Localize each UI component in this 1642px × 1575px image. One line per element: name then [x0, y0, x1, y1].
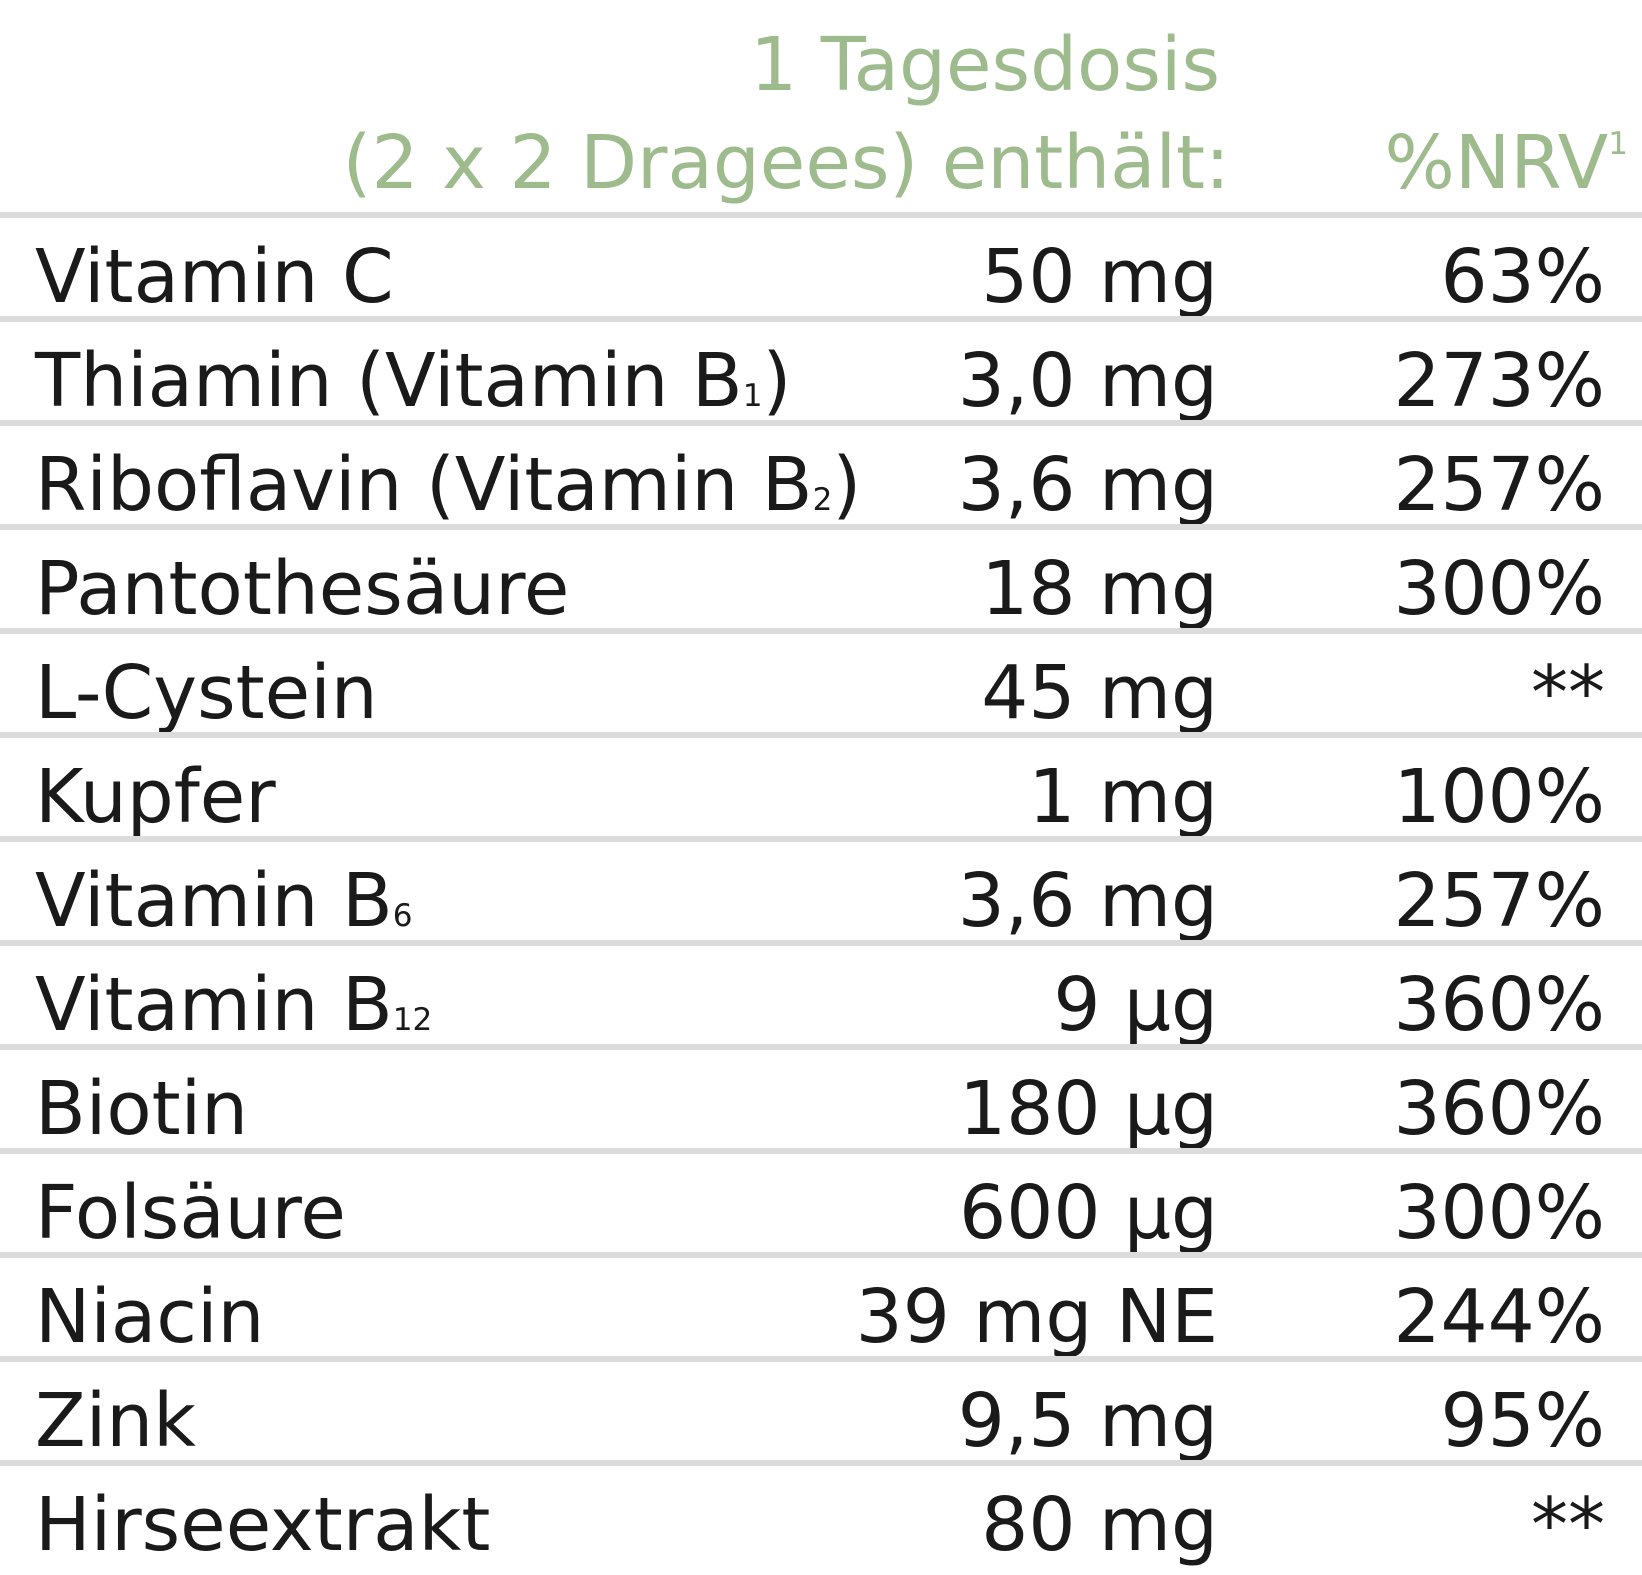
amount: 9,5 mg [957, 1378, 1218, 1464]
name-subscript: 1 [742, 378, 763, 414]
nutrient-name: Thiamin (Vitamin B1) [35, 344, 791, 418]
row-rule [0, 732, 1642, 738]
row-rule [0, 1148, 1642, 1154]
row-rule [0, 1460, 1642, 1466]
amount: 45 mg [981, 650, 1218, 736]
header-amount-line2: (2 x 2 Dragees) enthält: [342, 120, 1230, 206]
amount: 3,6 mg [957, 442, 1218, 528]
name-text: Folsäure [35, 1170, 346, 1256]
amount: 180 µg [959, 1066, 1218, 1152]
name-text: Kupfer [35, 754, 276, 840]
nrv: 100% [1393, 754, 1605, 840]
header-amount-line1: 1 Tagesdosis [750, 22, 1220, 108]
nrv: 63% [1440, 234, 1605, 320]
header-rule [0, 212, 1642, 218]
nutrient-name: Hirseextrakt [35, 1488, 490, 1562]
name-text: Pantothesäure [35, 546, 570, 632]
nrv: 257% [1393, 858, 1605, 944]
name-subscript: 6 [392, 898, 413, 934]
name-text: Vitamin C [35, 234, 394, 320]
amount: 39 mg NE [855, 1274, 1218, 1360]
amount: 3,6 mg [957, 858, 1218, 944]
nutrient-name: Zink [35, 1384, 196, 1458]
amount: 1 mg [1028, 754, 1218, 840]
nrv: 95% [1440, 1378, 1605, 1464]
header-nrv: %NRV1 [1385, 126, 1628, 200]
name-text: Biotin [35, 1066, 249, 1152]
amount: 18 mg [981, 546, 1218, 632]
row-rule [0, 940, 1642, 946]
nrv: 360% [1393, 962, 1605, 1048]
nutrient-name: Vitamin B6 [35, 864, 413, 938]
nutrient-name: Biotin [35, 1072, 248, 1146]
nutrient-name: Riboflavin (Vitamin B2) [35, 448, 861, 522]
name-text: Niacin [35, 1274, 265, 1360]
nutrient-name: Vitamin B12 [35, 968, 432, 1042]
nutrient-name: Pantothesäure [35, 552, 569, 626]
name-text: L-Cystein [35, 650, 378, 736]
name-text: Hirseextrakt [35, 1482, 491, 1568]
nrv: 360% [1393, 1066, 1605, 1152]
nrv: ** [1531, 1482, 1605, 1568]
name-subscript: 12 [392, 1002, 433, 1038]
nrv: ** [1531, 650, 1605, 736]
nrv: 300% [1393, 546, 1605, 632]
name-text: Vitamin B [35, 962, 393, 1048]
row-rule [0, 1044, 1642, 1050]
nrv: 300% [1393, 1170, 1605, 1256]
amount: 600 µg [959, 1170, 1218, 1256]
row-rule [0, 836, 1642, 842]
row-rule [0, 1252, 1642, 1258]
name-text: Vitamin B [35, 858, 393, 944]
amount: 3,0 mg [957, 338, 1218, 424]
row-rule [0, 420, 1642, 426]
name-end: ) [832, 442, 862, 528]
nrv-label: %NRV [1384, 120, 1609, 206]
name-subscript: 2 [812, 482, 833, 518]
nutrient-name: L-Cystein [35, 656, 378, 730]
nutrient-name: Folsäure [35, 1176, 346, 1250]
name-text: Zink [35, 1378, 197, 1464]
name-text: Riboflavin (Vitamin B [35, 442, 813, 528]
nrv-footnote: 1 [1608, 125, 1628, 162]
nrv: 257% [1393, 442, 1605, 528]
row-rule [0, 1356, 1642, 1362]
nutrient-name: Vitamin C [35, 240, 394, 314]
amount: 9 µg [1053, 962, 1218, 1048]
name-end: ) [762, 338, 792, 424]
nrv: 244% [1393, 1274, 1605, 1360]
amount: 80 mg [981, 1482, 1218, 1568]
nutrient-name: Kupfer [35, 760, 276, 834]
row-rule [0, 628, 1642, 634]
nrv: 273% [1393, 338, 1605, 424]
amount: 50 mg [981, 234, 1218, 320]
row-rule [0, 316, 1642, 322]
name-text: Thiamin (Vitamin B [35, 338, 743, 424]
nutrient-name: Niacin [35, 1280, 264, 1354]
row-rule [0, 524, 1642, 530]
